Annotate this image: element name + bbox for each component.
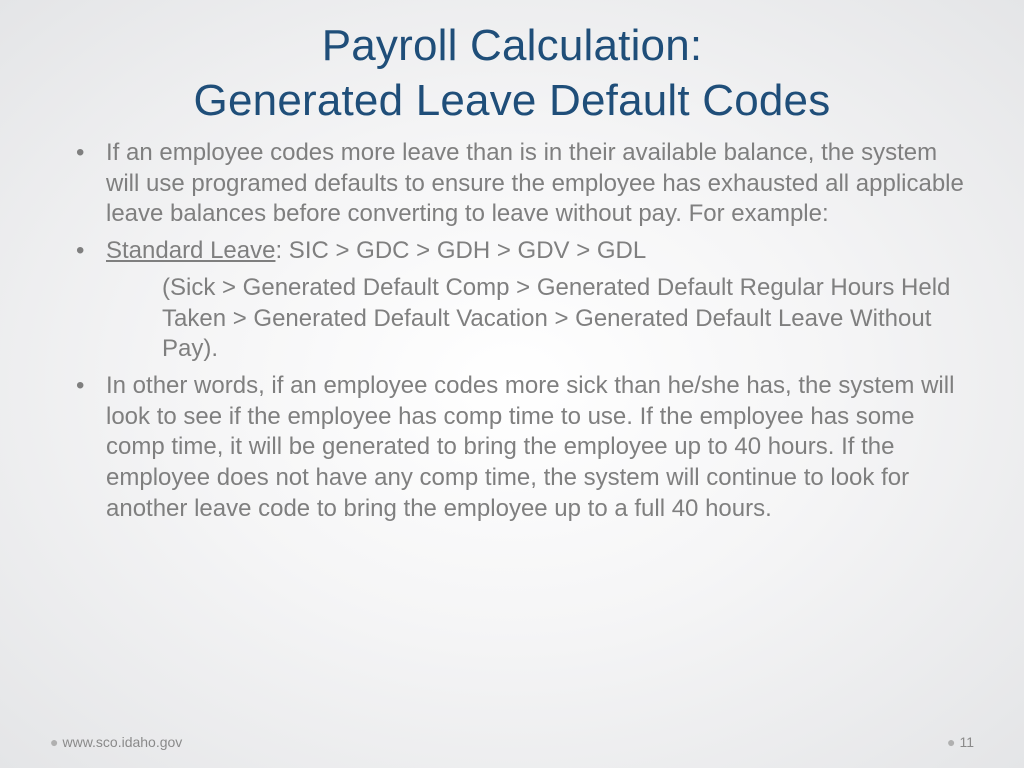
bullet-2-label: Standard Leave	[106, 237, 275, 264]
title-line-1: Payroll Calculation:	[322, 21, 703, 70]
footer-right: ● 11	[947, 734, 974, 750]
page-number: 11	[959, 734, 974, 750]
bullet-list-2: In other words, if an employee codes mor…	[62, 371, 974, 525]
title-line-2: Generated Leave Default Codes	[194, 76, 831, 125]
bullet-dot-icon: ●	[947, 734, 955, 750]
footer-url: www.sco.idaho.gov	[62, 734, 182, 750]
bullet-2-rest: : SIC > GDC > GDH > GDV > GDL	[275, 237, 646, 264]
bullet-item-1: If an employee codes more leave than is …	[62, 138, 974, 230]
slide-title: Payroll Calculation: Generated Leave Def…	[50, 18, 974, 128]
bullet-2-sub: (Sick > Generated Default Comp > Generat…	[62, 273, 974, 365]
footer-left: ● www.sco.idaho.gov	[50, 734, 182, 750]
slide-footer: ● www.sco.idaho.gov ● 11	[50, 734, 974, 750]
bullet-item-3: In other words, if an employee codes mor…	[62, 371, 974, 525]
slide-body: If an employee codes more leave than is …	[50, 138, 974, 525]
bullet-list: If an employee codes more leave than is …	[62, 138, 974, 267]
bullet-item-2: Standard Leave: SIC > GDC > GDH > GDV > …	[62, 236, 974, 267]
bullet-dot-icon: ●	[50, 734, 58, 750]
slide: Payroll Calculation: Generated Leave Def…	[0, 0, 1024, 768]
